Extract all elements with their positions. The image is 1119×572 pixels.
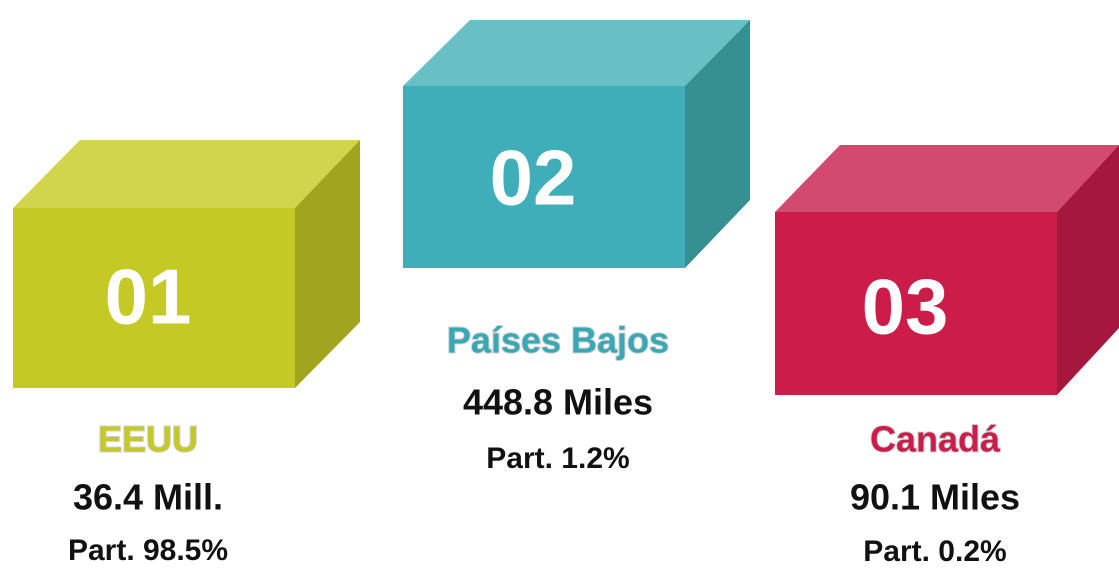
cube-side xyxy=(1057,145,1119,395)
cube-top xyxy=(775,145,1119,212)
amount: 36.4 Mill. xyxy=(73,477,223,518)
amount: 90.1 Miles xyxy=(850,477,1020,518)
cube-top xyxy=(403,20,750,86)
rank: 01 xyxy=(105,253,192,341)
country: EEUU xyxy=(98,419,198,460)
cube-1: 01 xyxy=(13,140,360,388)
country: Canadá xyxy=(870,419,1001,460)
cube-3: 03 xyxy=(775,145,1119,395)
amount: 448.8 Miles xyxy=(463,382,653,423)
cube-2: 02 xyxy=(403,20,750,268)
cube-side xyxy=(685,20,750,268)
rank: 02 xyxy=(490,134,577,222)
cube-front xyxy=(13,208,295,388)
country: Países Bajos xyxy=(447,320,669,361)
cube-top xyxy=(13,140,360,208)
cube-side xyxy=(295,140,360,388)
share: Part. 0.2% xyxy=(863,535,1006,568)
rank: 03 xyxy=(862,263,949,351)
cube-front xyxy=(403,86,685,268)
cube-front xyxy=(775,212,1057,395)
share: Part. 98.5% xyxy=(68,534,228,567)
share: Part. 1.2% xyxy=(486,442,629,475)
